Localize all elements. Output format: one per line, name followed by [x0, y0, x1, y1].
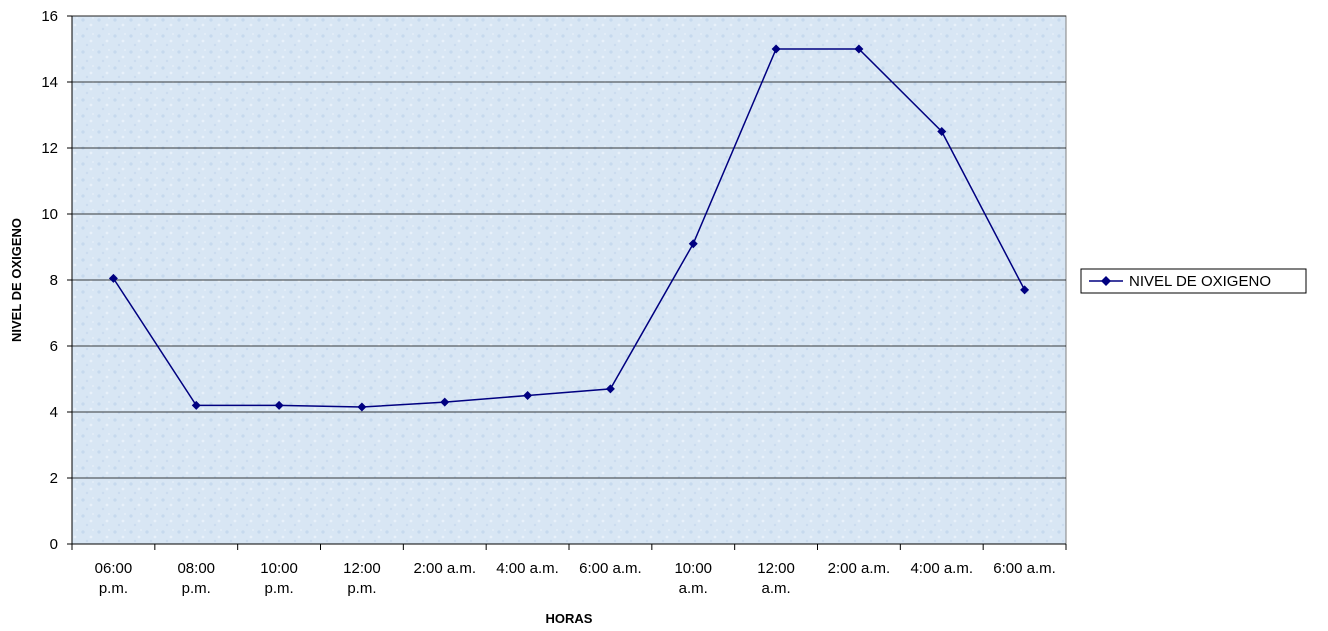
x-tick-label: 2:00 a.m.: [828, 560, 891, 577]
data-point: [357, 402, 367, 412]
data-point: [191, 400, 201, 410]
data-point: [108, 273, 118, 283]
y-tick-label: 6: [50, 338, 58, 355]
y-tick-label: 16: [41, 8, 58, 25]
x-tick-label: 08:00 p.m.: [177, 560, 215, 597]
x-tick-label: 12:00 p.m.: [343, 560, 381, 597]
data-point: [274, 400, 284, 410]
data-point: [771, 44, 781, 54]
x-tick-label: 6:00 a.m.: [579, 560, 642, 577]
x-tick-label: 6:00 a.m.: [993, 560, 1056, 577]
y-axis-ticks: 0 2 4 6 8 10 12 14 16: [41, 8, 72, 553]
data-point: [1020, 285, 1030, 295]
x-tick-label: 4:00 a.m.: [910, 560, 973, 577]
legend-marker: [1101, 276, 1111, 286]
data-point: [937, 127, 947, 136]
data-point: [854, 44, 864, 54]
x-axis-ticks: 06:00 p.m. 08:00 p.m. 10:00 p.m. 12:00 p.m. 2:00…: [71, 544, 1067, 597]
x-axis-title: HORAS: [546, 611, 593, 626]
x-tick-label: 2:00 a.m.: [413, 560, 476, 577]
x-tick-label: 10:00 p.m.: [260, 560, 298, 597]
y-tick-label: 8: [50, 272, 58, 289]
y-tick-label: 4: [50, 404, 58, 421]
gridlines: [72, 15, 1066, 479]
data-point: [440, 397, 450, 407]
x-tick-label: 12:00 a.m.: [757, 560, 795, 597]
y-tick-label: 14: [41, 74, 58, 91]
legend: NIVEL DE OXIGENO: [1080, 268, 1307, 294]
x-tick-label: 06:00 p.m.: [95, 560, 133, 597]
data-point: [523, 391, 533, 400]
data-point: [605, 384, 615, 394]
x-tick-label: 10:00 a.m.: [674, 560, 712, 597]
y-tick-label: 12: [41, 140, 58, 157]
y-axis-title: NIVEL DE OXIGENO: [9, 218, 24, 342]
y-tick-label: 0: [50, 536, 58, 553]
legend-label: NIVEL DE OXIGENO: [1129, 273, 1271, 290]
y-tick-label: 10: [41, 206, 58, 223]
data-point: [688, 239, 698, 249]
y-tick-label: 2: [50, 470, 58, 487]
series-line: [112, 48, 1026, 408]
series-layer: [108, 44, 1030, 412]
x-tick-label: 4:00 a.m.: [496, 560, 559, 577]
